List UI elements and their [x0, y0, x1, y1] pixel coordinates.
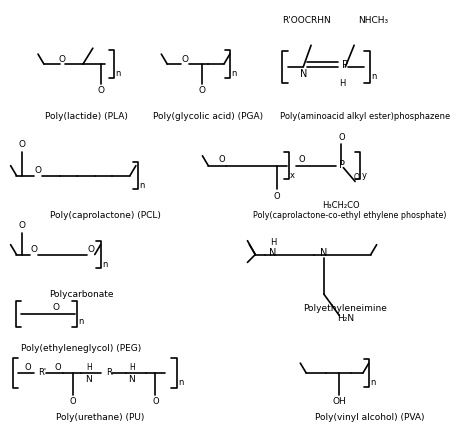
Text: Poly(caprolactone-co-ethyl ethylene phosphate): Poly(caprolactone-co-ethyl ethylene phos… [254, 211, 447, 220]
Text: Poly(lactide) (PLA): Poly(lactide) (PLA) [45, 112, 128, 121]
Text: N: N [320, 248, 328, 258]
Text: O: O [59, 54, 66, 64]
Text: O: O [52, 303, 59, 312]
Text: y: y [362, 171, 366, 180]
Text: n: n [139, 181, 145, 190]
Text: H₂N: H₂N [337, 314, 354, 323]
Text: n: n [116, 69, 121, 78]
Text: Poly(ethyleneglycol) (PEG): Poly(ethyleneglycol) (PEG) [21, 344, 141, 353]
Text: P: P [339, 160, 346, 170]
Text: n: n [371, 72, 376, 82]
Text: NHCH₃: NHCH₃ [358, 16, 388, 25]
Text: Poly(glycolic acid) (PGA): Poly(glycolic acid) (PGA) [153, 112, 264, 121]
Text: n: n [102, 260, 107, 269]
Text: O: O [152, 397, 159, 406]
Text: R: R [107, 368, 112, 378]
Text: n: n [231, 69, 237, 78]
Text: n: n [370, 378, 375, 387]
Text: R': R' [38, 368, 46, 378]
Text: O: O [353, 173, 359, 182]
Text: O: O [97, 86, 104, 95]
Text: Poly(caprolactone) (PCL): Poly(caprolactone) (PCL) [50, 211, 161, 220]
Text: O: O [25, 363, 32, 371]
Text: n: n [178, 378, 183, 387]
Text: N: N [300, 69, 307, 79]
Text: n: n [78, 317, 84, 326]
Text: O: O [19, 140, 26, 150]
Text: O: O [35, 166, 42, 175]
Text: H: H [270, 238, 276, 247]
Text: H: H [339, 79, 346, 88]
Text: P: P [342, 60, 348, 70]
Text: OH: OH [333, 397, 346, 406]
Text: R'OOCRHN: R'OOCRHN [282, 16, 330, 25]
Text: N: N [85, 375, 92, 384]
Text: O: O [87, 245, 94, 254]
Text: O: O [299, 155, 306, 164]
Text: O: O [55, 363, 61, 371]
Text: O: O [31, 245, 37, 254]
Text: O: O [199, 86, 206, 95]
Text: O: O [273, 192, 280, 201]
Text: O: O [338, 133, 345, 142]
Text: Poly(aminoacid alkyl ester)phosphazene: Poly(aminoacid alkyl ester)phosphazene [280, 112, 450, 121]
Text: N: N [128, 375, 136, 384]
Text: Polycarbonate: Polycarbonate [49, 290, 113, 299]
Text: O: O [70, 397, 77, 406]
Text: Polyethyleneimine: Polyethyleneimine [303, 304, 387, 313]
Text: Poly(vinyl alcohol) (PVA): Poly(vinyl alcohol) (PVA) [315, 413, 425, 422]
Text: H: H [129, 363, 135, 371]
Text: Poly(urethane) (PU): Poly(urethane) (PU) [56, 413, 145, 422]
Text: O: O [19, 221, 26, 230]
Text: H₃CH₂CO: H₃CH₂CO [323, 201, 360, 210]
Text: O: O [182, 54, 188, 64]
Text: O: O [219, 155, 225, 164]
Text: H: H [86, 363, 92, 371]
Text: x: x [290, 171, 295, 180]
Text: N: N [269, 248, 277, 258]
